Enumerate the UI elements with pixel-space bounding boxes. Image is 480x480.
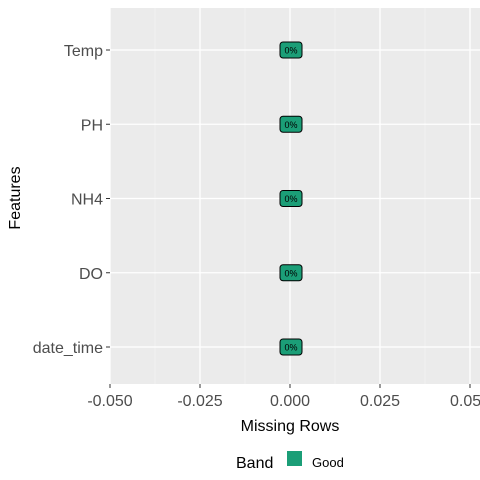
legend-title: Band (236, 455, 273, 472)
data-label: 0% (284, 46, 297, 56)
data-label-box (279, 264, 303, 282)
x-tick-label: -0.025 (177, 393, 222, 410)
data-label-box (279, 115, 303, 133)
y-axis-title: Features (7, 166, 24, 229)
x-axis: -0.050 -0.025 0.000 0.025 0.050 (87, 384, 480, 410)
y-tick-label: Temp (64, 43, 103, 60)
y-tick-label: NH4 (71, 192, 103, 209)
legend-key-good (287, 451, 302, 466)
x-tick-label: 0.000 (270, 393, 310, 410)
data-label: 0% (284, 120, 297, 130)
data-label: 0% (284, 194, 297, 204)
data-label: 0% (284, 343, 297, 353)
x-tick-label: 0.050 (450, 393, 480, 410)
y-tick-label: DO (79, 266, 103, 283)
y-tick-label: date_time (33, 340, 103, 357)
x-tick-label: -0.050 (87, 393, 132, 410)
data-label-box (279, 338, 303, 356)
x-tick-label: 0.025 (360, 393, 400, 410)
legend-label-good: Good (312, 455, 344, 470)
y-axis: Temp PH NH4 DO date_time (33, 43, 110, 357)
data-label: 0% (284, 268, 297, 278)
data-label-box (279, 190, 303, 207)
data-label-box (279, 41, 303, 59)
data-marks: 0% 0% 0% 0% 0% (279, 41, 303, 356)
legend: Band Good (236, 451, 344, 472)
y-tick-label: PH (81, 117, 103, 134)
grid-minor (154, 8, 426, 384)
x-axis-title: Missing Rows (241, 418, 340, 435)
